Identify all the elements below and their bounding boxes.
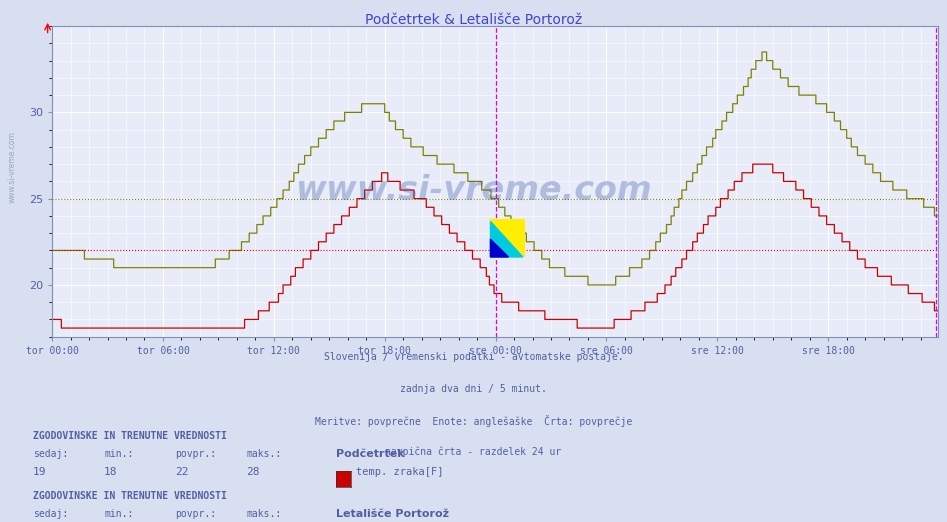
Text: www.si-vreme.com: www.si-vreme.com — [295, 174, 652, 207]
Text: maks.:: maks.: — [246, 449, 281, 459]
Text: Podčetrtek: Podčetrtek — [336, 449, 404, 459]
Text: maks.:: maks.: — [246, 509, 281, 519]
Text: ZGODOVINSKE IN TRENUTNE VREDNOSTI: ZGODOVINSKE IN TRENUTNE VREDNOSTI — [33, 431, 227, 441]
Text: www.si-vreme.com: www.si-vreme.com — [8, 131, 17, 203]
Text: zadnja dva dni / 5 minut.: zadnja dva dni / 5 minut. — [400, 384, 547, 394]
Text: sedaj:: sedaj: — [33, 449, 68, 459]
Text: ZGODOVINSKE IN TRENUTNE VREDNOSTI: ZGODOVINSKE IN TRENUTNE VREDNOSTI — [33, 491, 227, 501]
Text: min.:: min.: — [104, 449, 134, 459]
Text: 28: 28 — [246, 467, 259, 477]
Polygon shape — [491, 221, 523, 257]
Text: Letališče Portorož: Letališče Portorož — [336, 509, 449, 519]
Text: 22: 22 — [175, 467, 188, 477]
Text: temp. zraka[F]: temp. zraka[F] — [356, 467, 443, 477]
Text: Slovenija / vremenski podatki - avtomatske postaje.: Slovenija / vremenski podatki - avtomats… — [324, 352, 623, 362]
Text: povpr.:: povpr.: — [175, 509, 216, 519]
Text: navpična črta - razdelek 24 ur: navpična črta - razdelek 24 ur — [385, 446, 562, 457]
Text: povpr.:: povpr.: — [175, 449, 216, 459]
Text: 18: 18 — [104, 467, 117, 477]
Polygon shape — [489, 219, 525, 257]
Polygon shape — [491, 239, 509, 257]
Text: min.:: min.: — [104, 509, 134, 519]
Text: sedaj:: sedaj: — [33, 509, 68, 519]
Text: 19: 19 — [33, 467, 46, 477]
Text: Meritve: povprečne  Enote: anglešaške  Črta: povprečje: Meritve: povprečne Enote: anglešaške Črt… — [314, 415, 633, 427]
Text: Podčetrtek & Letališče Portorož: Podčetrtek & Letališče Portorož — [365, 13, 582, 27]
